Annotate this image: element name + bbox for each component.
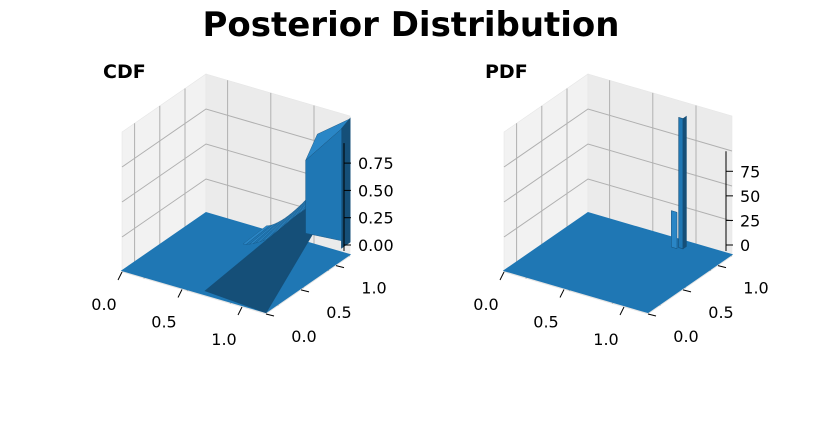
- y-tick-label: 0.0: [673, 327, 698, 346]
- surface-shoulder: [671, 210, 678, 250]
- pdf-axes: PDF 0.0 0.5 1.0 0.0 0.5 1.0 0 25 50 75: [473, 61, 768, 349]
- gridline: [121, 108, 351, 168]
- x-tick-label: 1.0: [211, 330, 236, 349]
- x-tick-label: 0.0: [473, 295, 498, 314]
- x-tick-label: 0.5: [151, 313, 176, 332]
- z-tick-label: 50: [740, 187, 760, 206]
- cdf-title: CDF: [103, 61, 146, 83]
- z-tick-label: 25: [740, 211, 760, 230]
- pdf-surface: [502, 115, 734, 314]
- z-tick-label: 0.00: [358, 236, 394, 255]
- z-tick-label: 75: [740, 162, 760, 181]
- x-tick-mark: [559, 289, 565, 298]
- y-tick-mark: [647, 313, 657, 317]
- pdf-surface-body: [502, 115, 734, 314]
- y-tick-label: 0.5: [326, 303, 351, 322]
- x-tick-label: 1.0: [593, 330, 618, 349]
- y-tick-label: 1.0: [361, 279, 386, 298]
- x-tick-label: 0.0: [91, 295, 116, 314]
- surface-floor: [502, 212, 734, 314]
- z-tick-label: 0.75: [358, 154, 394, 173]
- gridline: [121, 143, 351, 203]
- z-tick-label: 0.50: [358, 181, 394, 200]
- surface-spike-side: [682, 115, 687, 250]
- x-tick-mark: [499, 271, 505, 281]
- pdf-ticks: 0.0 0.5 1.0 0.0 0.5 1.0 0 25 50 75: [473, 151, 769, 349]
- cdf-surface-body: [120, 117, 352, 314]
- cdf-axes: CDF 0.0 0.5 1.0 0.0 0.5 1.0 0.00 0.25 0.50 0.75: [91, 61, 393, 349]
- x-tick-label: 0.5: [533, 313, 558, 332]
- x-tick-mark: [117, 271, 123, 281]
- cdf-surface: [120, 117, 352, 314]
- figure-title: Posterior Distribution: [202, 5, 619, 45]
- y-tick-label: 0.0: [291, 327, 316, 346]
- y-tick-mark: [717, 265, 727, 269]
- surface-spike: [678, 117, 684, 250]
- x-tick-mark: [619, 306, 625, 316]
- surface-floor: [120, 212, 352, 314]
- x-tick-mark: [237, 306, 243, 316]
- cdf-ticks: 0.0 0.5 1.0 0.0 0.5 1.0 0.00 0.25 0.50 0.75: [91, 143, 394, 349]
- z-tick-label: 0.25: [358, 209, 394, 228]
- z-tick-label: 0: [740, 236, 750, 255]
- y-tick-mark: [300, 289, 310, 293]
- y-tick-mark: [335, 265, 345, 269]
- x-tick-mark: [177, 289, 183, 298]
- y-tick-mark: [265, 313, 275, 317]
- pdf-title: PDF: [485, 61, 528, 83]
- surface-face: [305, 128, 342, 242]
- y-tick-mark: [682, 289, 692, 293]
- surface-edge: [341, 117, 351, 249]
- y-tick-label: 1.0: [743, 279, 768, 298]
- y-tick-label: 0.5: [708, 303, 733, 322]
